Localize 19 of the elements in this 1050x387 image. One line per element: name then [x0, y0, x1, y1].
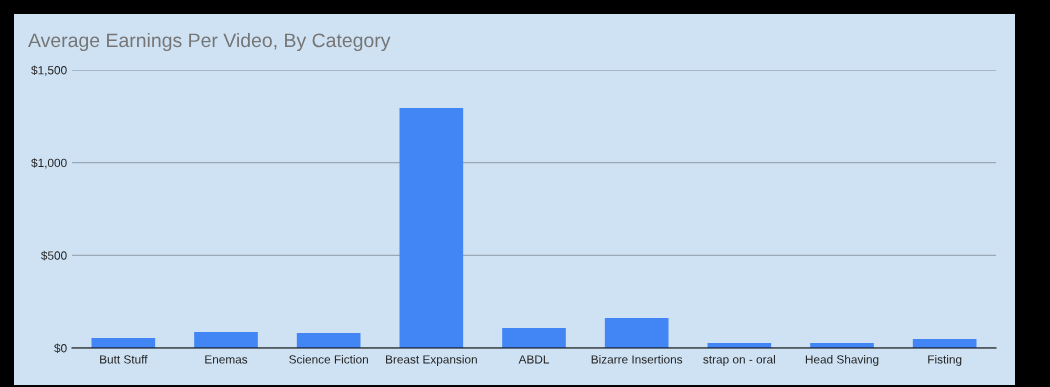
- y-tick-label: $1,500: [31, 65, 67, 76]
- y-tick-label: $0: [54, 343, 67, 354]
- y-tick-label: $1,000: [31, 158, 67, 169]
- x-tick-label: Bizarre Insertions: [591, 354, 683, 364]
- x-tick-label: Butt Stuff: [100, 354, 148, 364]
- y-tick-label: $500: [41, 250, 67, 261]
- bar: [399, 107, 464, 348]
- x-tick-label: strap on - oral: [703, 354, 775, 366]
- x-tick-label: Enemas: [205, 355, 248, 364]
- x-tick-label: Head Shaving: [805, 354, 879, 366]
- bar: [296, 332, 361, 348]
- x-tick-label: ABDL: [518, 355, 550, 364]
- bar: [502, 327, 566, 348]
- chart-title: Average Earnings Per Video, By Category: [28, 32, 391, 52]
- x-tick-label: Breast Expansion: [386, 354, 477, 366]
- x-tick-label: Science Fiction: [289, 354, 368, 364]
- x-tick-label: Fisting: [928, 354, 962, 366]
- bar: [604, 317, 669, 348]
- bar: [194, 332, 258, 348]
